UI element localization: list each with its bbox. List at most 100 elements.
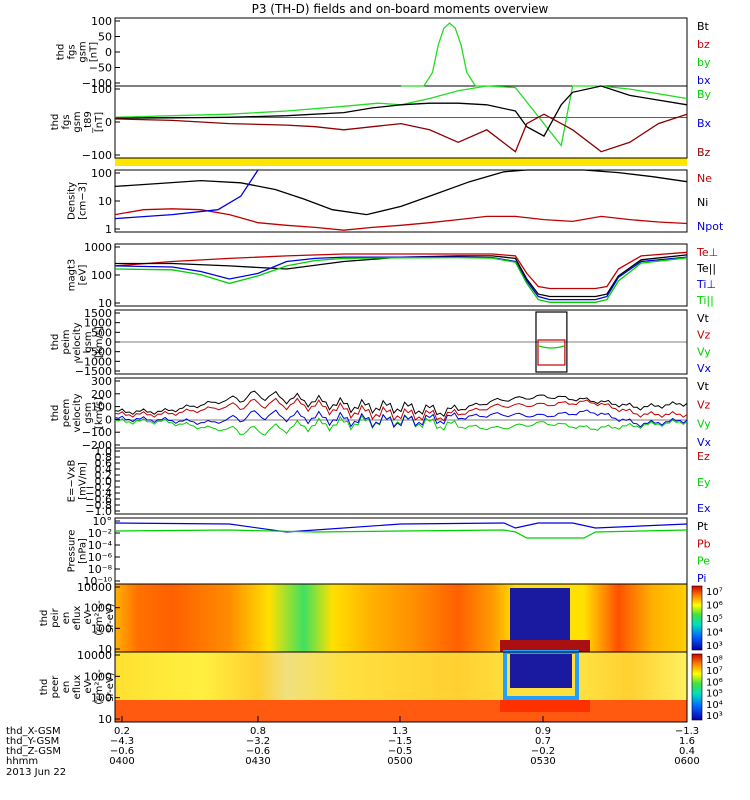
y-tick-label: 0.8 xyxy=(95,451,113,464)
y-axis-label-line: thd xyxy=(50,334,61,351)
colorbar-label: 10⁶ xyxy=(706,677,723,688)
y-tick-label: −100 xyxy=(82,426,112,439)
y-axis-label-line: magt3 xyxy=(67,259,78,292)
y-axis-label-line: peir xyxy=(50,607,61,627)
y-axis-label-line: [eV] xyxy=(78,265,89,286)
y-tick-label: 100 xyxy=(91,401,112,414)
y-tick-label: 500 xyxy=(91,326,112,339)
legend-Vz: Vz xyxy=(697,329,711,342)
y-tick-label: 10⁻² xyxy=(88,527,112,540)
heatmap-peer-fill xyxy=(115,650,687,722)
xaxis-value: −0.5 xyxy=(388,746,412,757)
legend-By: By xyxy=(697,88,712,101)
legend-Vx: Vx xyxy=(697,362,712,375)
xaxis-value: −0.6 xyxy=(246,746,270,757)
colorbar-label: 10⁷ xyxy=(706,666,723,677)
colorbar-label: 10³ xyxy=(706,711,723,722)
y-tick-label: 100 xyxy=(91,83,112,96)
y-tick-label: 300 xyxy=(91,375,112,388)
legend-Vx: Vx xyxy=(697,436,712,449)
legend-Vt: Vt xyxy=(697,312,710,325)
y-tick-label: 10⁻⁴ xyxy=(88,539,113,552)
colorbar-peer xyxy=(691,653,703,721)
panel-frame xyxy=(114,651,688,723)
legend-Bt: Bt xyxy=(697,20,710,33)
y-tick-label: 10000 xyxy=(77,649,112,662)
legend-Vy: Vy xyxy=(697,345,711,358)
xaxis-value: 0.7 xyxy=(535,736,551,747)
y-tick-label: −0.4 xyxy=(85,487,112,500)
colorbar-label: 10⁴ xyxy=(706,628,723,639)
legend-Ti||: Ti|| xyxy=(696,294,714,307)
legend-Pt: Pt xyxy=(697,520,709,533)
xaxis-row-label: thd_Z-GSM xyxy=(6,746,61,757)
y-tick-label: 10⁻⁸ xyxy=(88,563,113,576)
y-tick-label: 100 xyxy=(91,692,112,705)
xaxis-value: 0530 xyxy=(530,756,555,767)
legend-bz: bz xyxy=(697,38,710,51)
y-tick-label: 50 xyxy=(98,31,112,44)
y-axis-label-line: Density xyxy=(67,182,78,220)
panel-peir_eflux: 10000 1000 100 10 thdpeirenefluxeV(cm²-s-sr-… xyxy=(39,581,723,656)
y-tick-label: 100 xyxy=(91,269,112,282)
y-axis-label-line: gsm xyxy=(83,331,94,352)
y-axis-label: magt3[eV] xyxy=(67,259,89,292)
y-tick-label: 1500 xyxy=(84,307,112,320)
legend-Bx: Bx xyxy=(697,117,712,130)
y-tick-label: −0.8 xyxy=(85,499,112,512)
y-axis-label-line: [km/s] xyxy=(94,397,105,429)
y-axis-label-line: velocity xyxy=(72,393,83,432)
legend-Ey: Ey xyxy=(697,476,711,489)
xaxis-value: 0.9 xyxy=(535,726,551,737)
series-Bx xyxy=(114,85,688,137)
y-tick-label: 100 xyxy=(91,15,112,28)
figure-title: P3 (TH-D) fields and on-board moments ov… xyxy=(252,2,549,16)
y-tick-label: 1000 xyxy=(84,317,112,330)
xaxis-row-label: thd_Y-GSM xyxy=(6,736,59,747)
xaxis-value: −1.3 xyxy=(675,726,699,737)
spike-Vt xyxy=(535,311,568,373)
y-tick-label: 10⁻⁶ xyxy=(88,551,113,564)
trace-Vz xyxy=(114,397,688,422)
xaxis-row-label: hhmm xyxy=(6,756,38,767)
y-tick-label: −0.6 xyxy=(85,493,112,506)
y-tick-label: −200 xyxy=(82,439,112,452)
colorbar-label: 10⁴ xyxy=(706,700,723,711)
y-axis-label-line: en xyxy=(61,612,72,625)
y-axis-label-line: peim xyxy=(61,329,72,354)
y-axis-label-line: velocity xyxy=(72,322,83,361)
y-axis-label-line: fgs xyxy=(67,44,78,59)
y-axis-label-line: [nT] xyxy=(89,42,100,62)
xaxis-value: 0.4 xyxy=(679,746,695,757)
legend-Vy: Vy xyxy=(697,417,711,430)
xaxis-value: −4.3 xyxy=(110,736,134,747)
xaxis-row-label: thd_X-GSM xyxy=(6,726,61,737)
date-label: 2013 Jun 22 xyxy=(6,767,66,778)
y-axis-label-line: thd xyxy=(39,610,50,627)
y-tick-label: 10 xyxy=(98,195,112,208)
spike-Vz xyxy=(537,339,566,366)
legend-Ti⊥: Ti⊥ xyxy=(696,278,716,291)
y-tick-label: 0 xyxy=(105,413,112,426)
xaxis-value: 1.3 xyxy=(392,726,408,737)
x-axis-table: thd_X-GSM 0.2 0.8 1.3 0.9 −1.3 thd_Y-GSM −4.3 −3… xyxy=(6,716,700,778)
y-tick-label: 0.4 xyxy=(95,463,113,476)
y-axis-label-line: [mV/m] xyxy=(78,462,89,500)
y-tick-label: 10 xyxy=(98,713,112,726)
y-axis-label-line: [cm−3] xyxy=(78,182,89,220)
y-tick-label: 100 xyxy=(91,167,112,180)
xaxis-value: 0400 xyxy=(109,756,134,767)
series-Pe xyxy=(114,529,688,539)
y-axis-label-line: [nT] xyxy=(94,112,105,132)
y-tick-label: 10 xyxy=(98,643,112,656)
series-Tipar xyxy=(114,256,688,301)
y-axis-label-line: peem xyxy=(61,399,72,427)
trace-Vx xyxy=(114,409,688,429)
y-tick-label: 10⁻¹⁰ xyxy=(83,575,112,588)
y-tick-label: −1000 xyxy=(75,355,112,368)
legend-Ex: Ex xyxy=(697,502,711,515)
trace-Vt xyxy=(114,390,688,418)
xaxis-value: 0.8 xyxy=(250,726,266,737)
y-tick-label: 1 xyxy=(105,223,112,236)
y-axis-label: thdpeirenefluxeV(cm²-s-sr-eV) xyxy=(39,600,116,636)
